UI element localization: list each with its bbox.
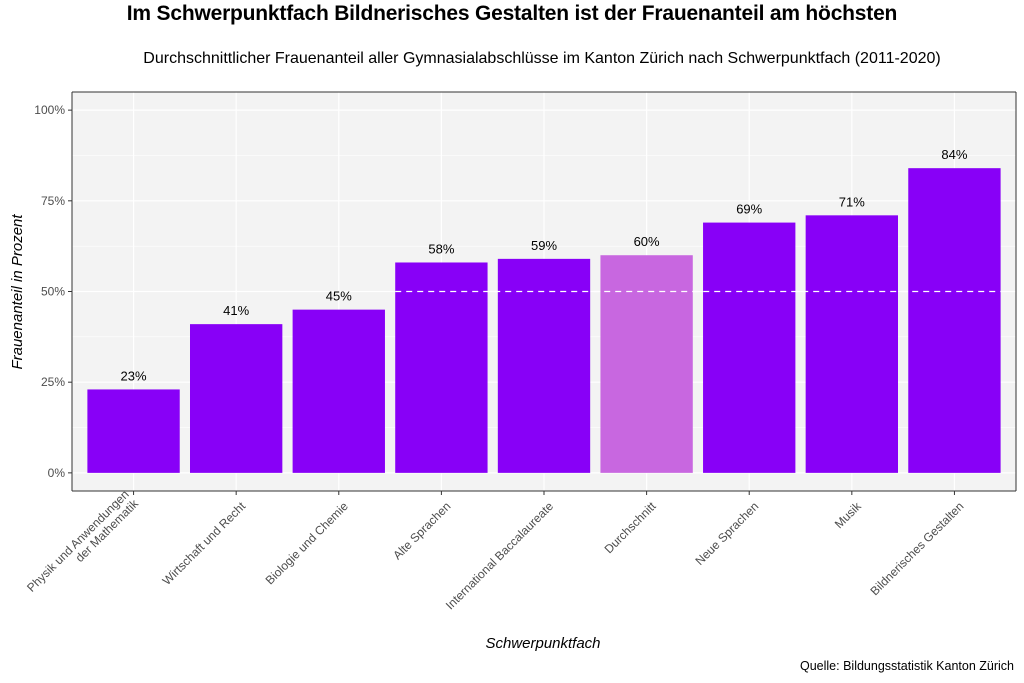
x-tick-label: Bildnerisches Gestalten	[867, 499, 966, 598]
bar-value-label: 23%	[121, 368, 147, 383]
bar[interactable]	[497, 258, 591, 473]
x-tick-label-line: Musik	[832, 498, 865, 531]
x-tick-label-line: Bildnerisches Gestalten	[867, 499, 966, 598]
x-tick-label: Biologie und Chemie	[263, 499, 351, 587]
bar[interactable]	[190, 324, 283, 473]
x-tick-label-line: International Baccalaureate	[443, 499, 556, 612]
y-tick-label: 25%	[41, 375, 65, 389]
y-tick-label: 50%	[41, 285, 65, 299]
x-tick-label: Physik und Anwendungender Mathematik	[24, 487, 142, 605]
source-caption: Quelle: Bildungsstatistik Kanton Zürich	[800, 659, 1014, 673]
bar-value-label: 71%	[839, 194, 865, 209]
bar-value-label: 84%	[941, 147, 967, 162]
x-tick-label: International Baccalaureate	[443, 499, 556, 612]
bar-value-label: 45%	[326, 289, 352, 304]
x-tick-label: Musik	[832, 498, 865, 531]
bar[interactable]	[292, 309, 385, 473]
bar[interactable]	[703, 222, 796, 473]
bar[interactable]	[395, 262, 488, 473]
bar[interactable]	[87, 389, 180, 473]
chart-subtitle: Durchschnittlicher Frauenanteil aller Gy…	[143, 50, 941, 67]
chart-title: Im Schwerpunktfach Bildnerisches Gestalt…	[126, 2, 898, 25]
x-tick-label-line: Durchschnitt	[602, 499, 660, 557]
x-tick-label: Alte Sprachen	[390, 499, 453, 562]
x-tick-label-line: Biologie und Chemie	[263, 499, 351, 587]
x-tick-label-line: Physik und Anwendungen	[24, 487, 132, 595]
bar-value-label: 59%	[531, 238, 557, 253]
x-tick-label-line: Wirtschaft und Recht	[160, 499, 249, 588]
y-axis-title: Frauenanteil in Prozent	[9, 214, 26, 370]
x-tick-label: Wirtschaft und Recht	[160, 499, 249, 588]
bar-value-label: 60%	[634, 234, 660, 249]
y-tick-label: 100%	[34, 103, 65, 117]
bar-value-label: 41%	[223, 303, 249, 318]
y-tick-label: 75%	[41, 194, 65, 208]
bar[interactable]	[805, 215, 898, 473]
bar-value-label: 58%	[428, 241, 454, 256]
x-axis-title: Schwerpunktfach	[485, 635, 600, 652]
x-tick-label-line: Alte Sprachen	[390, 499, 453, 562]
bar[interactable]	[908, 168, 1001, 473]
bar[interactable]	[600, 255, 693, 473]
y-tick-label: 0%	[48, 466, 66, 480]
x-tick-label-line: Neue Sprachen	[692, 499, 761, 568]
bar-value-label: 69%	[736, 202, 762, 217]
x-tick-label: Neue Sprachen	[692, 499, 761, 568]
x-tick-label: Durchschnitt	[602, 499, 660, 557]
